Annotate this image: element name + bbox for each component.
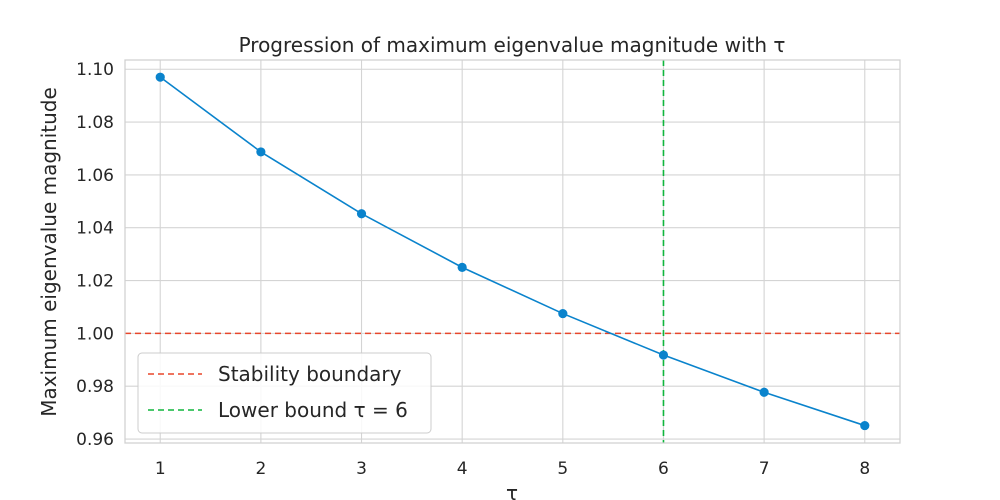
y-tick-label: 1.04: [76, 219, 114, 239]
y-tick-label: 1.08: [76, 113, 114, 133]
series-line: [159, 76, 866, 427]
legend-box: [137, 352, 432, 434]
x-tick-label: 7: [759, 459, 770, 479]
reference-lines: [125, 60, 900, 443]
y-tick-label: 0.96: [76, 430, 114, 450]
x-axis-label: τ: [506, 481, 518, 500]
y-tick-labels: 0.96 0.98 1.00 1.02 1.04 1.06 1.08 1.10: [76, 60, 114, 450]
data-point: [860, 420, 870, 431]
data-point: [558, 308, 568, 319]
x-tick-label: 6: [658, 459, 669, 479]
plot-frame: [124, 59, 901, 444]
data-point: [155, 72, 165, 82]
x-tick-labels: 1 2 3 4 5 6 7 8: [155, 459, 870, 479]
x-tick-label: 2: [255, 459, 266, 479]
chart-title: Progression of maximum eigenvalue magnit…: [239, 33, 786, 57]
x-tick-label: 4: [457, 459, 468, 479]
legend-label-stability-boundary: Stability boundary: [218, 362, 402, 386]
y-tick-label: 1.06: [76, 166, 114, 186]
x-tick-label: 8: [859, 459, 870, 479]
legend-label-lower-bound: Lower bound τ = 6: [218, 398, 408, 422]
y-axis-label: Maximum eigenvalue magnitude: [37, 87, 61, 417]
y-tick-label: 1.10: [76, 60, 114, 80]
legend: Stability boundary Lower bound τ = 6: [137, 352, 432, 434]
data-point: [759, 387, 769, 397]
data-series: [155, 72, 870, 431]
x-tick-label: 5: [557, 459, 568, 479]
data-point: [256, 147, 266, 157]
y-tick-label: 1.02: [76, 272, 114, 292]
data-point: [356, 209, 367, 219]
x-tick-label: 3: [356, 459, 367, 479]
y-tick-label: 1.00: [76, 324, 114, 344]
x-tick-label: 1: [155, 459, 166, 479]
y-tick-label: 0.98: [76, 377, 114, 397]
data-point: [658, 350, 669, 360]
data-point: [457, 262, 467, 272]
